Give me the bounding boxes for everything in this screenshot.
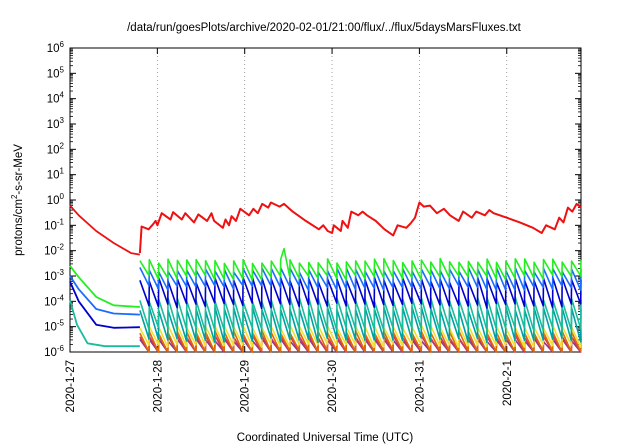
chart-title: /data/run/goesPlots/archive/2020-02-01/2… — [127, 22, 522, 34]
x-tick-label: 2020-2-1 — [502, 360, 514, 406]
series-line-early — [69, 204, 141, 256]
series-line-early — [69, 275, 140, 316]
y-axis-label-sup: 2 — [10, 194, 19, 199]
series-line-sawtooth — [139, 296, 582, 333]
y-tick-label-exp: 5 — [60, 65, 65, 74]
x-tick-label: 2020-1-31 — [414, 360, 426, 412]
y-tick-label-exp: -2 — [57, 243, 65, 252]
series-line-early — [69, 265, 140, 308]
y-tick-label: 101 — [47, 167, 65, 182]
y-tick-label-base: 10 — [44, 271, 57, 283]
y-tick-label-exp: -4 — [57, 293, 65, 302]
y-tick-label-base: 10 — [47, 195, 60, 207]
series-group — [69, 201, 582, 353]
y-tick-label-base: 10 — [44, 347, 57, 359]
plot-frame — [69, 47, 582, 353]
x-axis-ticks: 2020-1-27 2020-1-28 2020-1-29 2020-1-30 2020… — [65, 48, 514, 412]
x-tick-label: 2020-1-27 — [65, 360, 77, 412]
y-tick-label-exp: 1 — [60, 167, 65, 176]
y-tick-label: 102 — [47, 141, 65, 156]
y-tick-label-exp: 3 — [60, 116, 65, 125]
y-tick-label: 10-6 — [44, 344, 64, 359]
x-tick-label: 2020-1-29 — [240, 360, 252, 412]
y-tick-label-exp: 2 — [60, 141, 65, 150]
x-axis-label: Coordinated Universal Time (UTC) — [237, 432, 414, 444]
y-tick-label-base: 10 — [47, 94, 60, 106]
y-tick-label-exp: -5 — [57, 319, 65, 328]
x-grid — [156, 48, 508, 352]
y-tick-label-base: 10 — [47, 68, 60, 80]
y-axis-label-base: protons/cm — [13, 199, 25, 256]
y-tick-label: 10-3 — [44, 268, 64, 283]
y-tick-label-exp: 4 — [60, 91, 65, 100]
y-tick-label-exp: -1 — [57, 217, 65, 226]
y-tick-label: 100 — [47, 192, 65, 207]
y-tick-label-base: 10 — [44, 220, 57, 232]
y-tick-label-base: 10 — [44, 296, 57, 308]
plot-area: 10-610-510-410-310-210-11001011021031041… — [44, 40, 582, 412]
y-axis-label: protons/cm2-s-sr-MeV — [10, 144, 25, 256]
y-tick-label-exp: 6 — [60, 40, 65, 49]
y-tick-label-base: 10 — [44, 322, 57, 334]
y-tick-label-base: 10 — [47, 43, 60, 55]
y-tick-label-exp: -3 — [57, 268, 65, 277]
y-tick-label-exp: 0 — [60, 192, 65, 201]
y-tick-label: 10-4 — [44, 293, 64, 308]
y-tick-label: 104 — [47, 91, 65, 106]
y-tick-label: 106 — [47, 40, 65, 55]
y-tick-label: 103 — [47, 116, 65, 131]
y-tick-label-base: 10 — [44, 246, 57, 258]
x-tick-label: 2020-1-28 — [152, 360, 164, 412]
y-tick-label: 10-1 — [44, 217, 64, 232]
y-tick-label: 10-2 — [44, 243, 64, 258]
series-line-early — [69, 300, 140, 348]
x-tick-label: 2020-1-30 — [327, 360, 339, 412]
y-tick-label-base: 10 — [47, 119, 60, 131]
y-tick-label: 10-5 — [44, 319, 64, 334]
series-line-sawtooth — [139, 247, 582, 281]
series-line-red — [138, 201, 582, 254]
y-tick-label-base: 10 — [47, 144, 60, 156]
y-axis-label-rest: -s-sr-MeV — [13, 144, 25, 195]
y-tick-label-base: 10 — [47, 170, 60, 182]
series-line-early — [69, 281, 140, 329]
y-tick-label-exp: -6 — [57, 344, 65, 353]
y-tick-label: 105 — [47, 65, 65, 80]
